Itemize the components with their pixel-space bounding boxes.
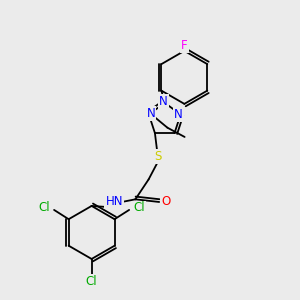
Text: O: O [161, 196, 171, 208]
Text: Cl: Cl [133, 202, 145, 214]
Text: F: F [181, 40, 188, 52]
Text: HN: HN [105, 195, 123, 208]
Text: S: S [154, 150, 161, 164]
Text: Cl: Cl [38, 202, 50, 214]
Text: N: N [159, 95, 168, 108]
Text: Cl: Cl [86, 275, 98, 288]
Text: N: N [146, 107, 155, 120]
Text: N: N [174, 108, 183, 121]
